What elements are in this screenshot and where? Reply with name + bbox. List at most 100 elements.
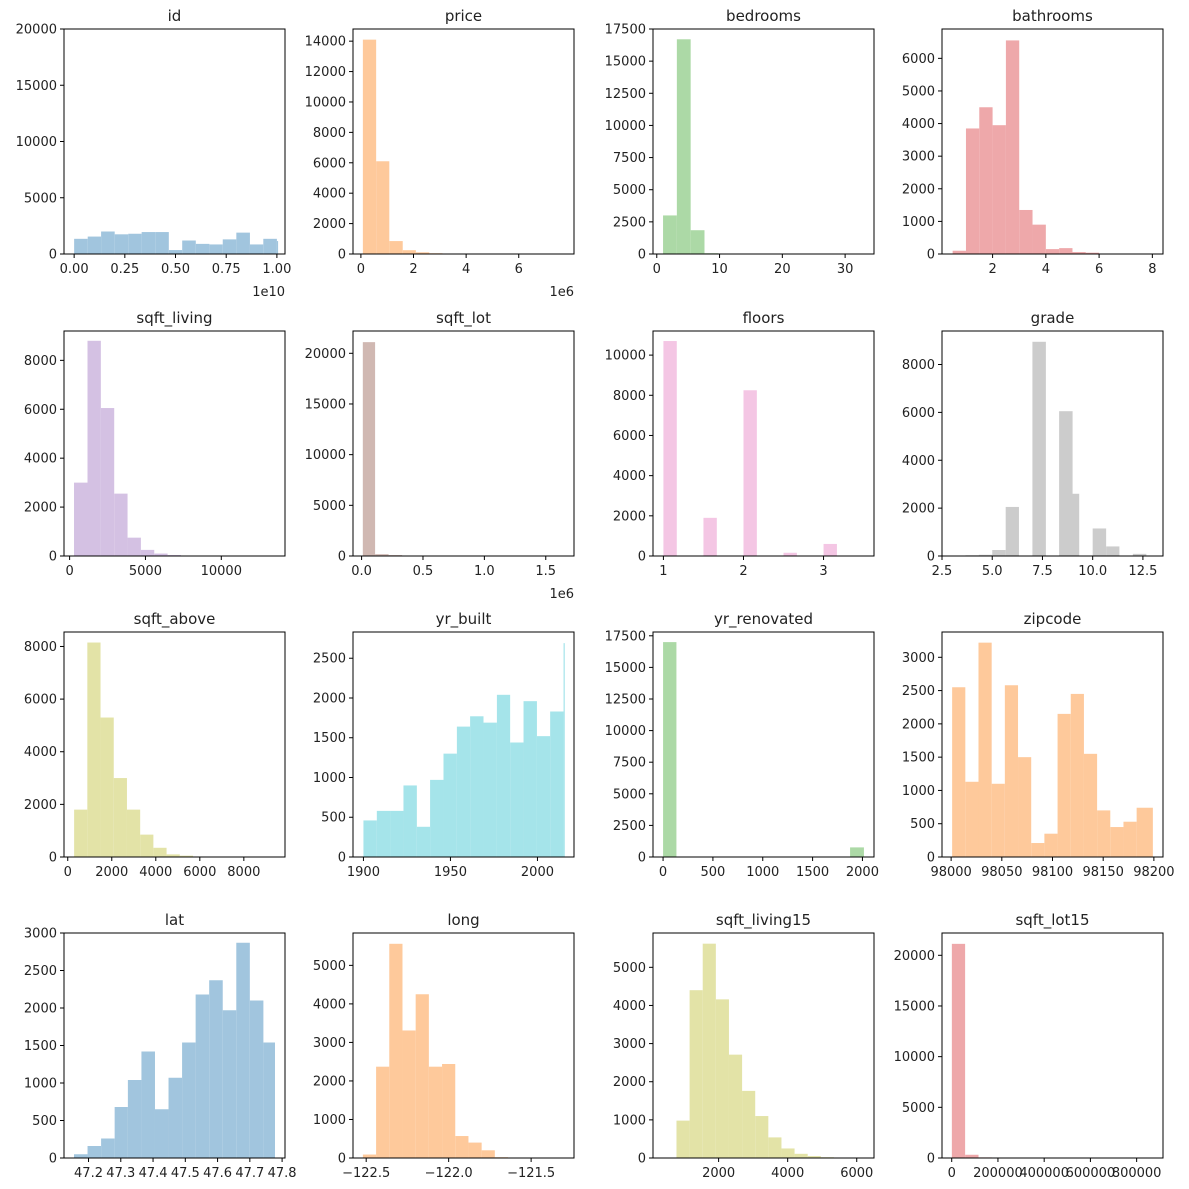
x-tick-label: −122.5 <box>342 1166 390 1181</box>
bar <box>455 1136 469 1158</box>
y-tick-label: 5000 <box>613 183 646 198</box>
subplot-id: id 0.00 0.25 0.50 0.75 1.00 0 5000 10000 15000 200… <box>16 7 292 300</box>
axes-frame <box>352 631 575 858</box>
bar <box>690 230 705 254</box>
axes-frame <box>652 932 875 1159</box>
subplot-long: long −122.5 −122.0 −121.5 0 1000 2000 3000 4000 5… <box>313 911 575 1181</box>
y-tick-label: 2500 <box>902 684 935 699</box>
bar <box>979 107 993 255</box>
y-tick-label: 5000 <box>24 191 57 206</box>
y-tick-label: 4000 <box>24 452 57 467</box>
y-tick-label: 0 <box>338 248 346 263</box>
bar <box>128 233 142 254</box>
bar <box>823 543 837 556</box>
x-offset-label: 1e6 <box>549 285 574 300</box>
axes-frame <box>941 330 1164 557</box>
x-tick-label: 0.0 <box>351 564 372 579</box>
subplot-title: sqft_living15 <box>716 911 811 930</box>
bar <box>470 716 484 857</box>
y-tick-label: 6000 <box>902 406 935 421</box>
x-tick-label: 4000 <box>139 865 172 880</box>
bar <box>663 642 677 857</box>
y-tick-label: 4000 <box>313 997 346 1012</box>
bar <box>140 549 155 556</box>
bar <box>362 39 377 254</box>
axes-frame <box>352 330 575 557</box>
bars-bedrooms <box>663 39 864 255</box>
bar <box>168 1077 183 1158</box>
bar <box>415 994 429 1158</box>
bar <box>74 1154 88 1158</box>
bar <box>1092 528 1107 556</box>
bar <box>992 125 1006 255</box>
bar <box>483 722 497 857</box>
y-tick-label: 7500 <box>613 756 646 771</box>
y-tick-label: 10000 <box>16 135 57 150</box>
bar <box>195 243 210 254</box>
bars-id <box>74 231 279 254</box>
x-tick-label: 8000 <box>227 865 260 880</box>
axes-frame <box>941 932 1164 1159</box>
bar <box>1005 506 1019 556</box>
bar <box>182 1042 196 1158</box>
y-tick-label: 0 <box>927 248 935 263</box>
x-tick-label: 0 <box>65 564 73 579</box>
x-tick-label: 47.5 <box>171 1166 200 1181</box>
bars-sqft_living15 <box>663 943 864 1158</box>
x-tick-label: 2 <box>988 262 996 277</box>
bar <box>689 990 703 1158</box>
y-tick-label: 10000 <box>305 448 346 463</box>
bar <box>87 340 101 556</box>
bars-zipcode <box>952 642 1153 857</box>
bar <box>100 408 115 556</box>
y-tick-label: 10000 <box>605 349 646 364</box>
bar <box>1070 693 1084 857</box>
bar <box>1059 248 1073 254</box>
axes-frame <box>63 631 286 858</box>
subplot-floors: floors 1 2 3 0 2000 4000 6000 8000 10000 <box>605 309 875 579</box>
bar <box>182 240 196 254</box>
y-tick-label: 2000 <box>24 798 57 813</box>
y-tick-label: 17500 <box>605 23 646 38</box>
bars-sqft_above <box>74 642 275 857</box>
bar <box>1019 209 1033 254</box>
y-tick-label: 8000 <box>24 640 57 655</box>
axes-frame <box>652 330 875 557</box>
y-tick-label: 500 <box>32 1114 57 1129</box>
bar <box>74 482 88 556</box>
bar <box>991 783 1005 857</box>
bar <box>74 238 88 254</box>
y-tick-label: 1000 <box>902 784 935 799</box>
y-tick-label: 4000 <box>902 454 935 469</box>
bar <box>362 342 376 556</box>
y-tick-label: 12000 <box>305 65 346 80</box>
x-tick-label: 1500 <box>796 865 829 880</box>
axes-frame <box>652 28 875 255</box>
x-tick-label: 20 <box>774 262 791 277</box>
y-tick-label: 0 <box>638 248 646 263</box>
bar <box>702 943 716 1158</box>
subplot-bedrooms: bedrooms 0 10 20 30 0 2500 5000 7500 10000 12500 15… <box>605 7 875 277</box>
y-tick-label: 17500 <box>605 629 646 644</box>
bar <box>781 1148 795 1158</box>
y-tick-label: 15000 <box>605 55 646 70</box>
axes-frame <box>941 28 1164 255</box>
x-tick-label: 500 <box>700 865 725 880</box>
x-tick-label: 0 <box>948 1166 956 1181</box>
bar <box>428 1066 443 1158</box>
x-offset-label: 1e6 <box>549 587 574 602</box>
bar <box>403 785 417 857</box>
bar <box>978 554 993 556</box>
x-tick-label: 1900 <box>347 865 380 880</box>
y-tick-label: 1000 <box>313 1113 346 1128</box>
bar <box>263 238 277 254</box>
bar <box>1072 252 1086 254</box>
bar <box>794 1153 808 1158</box>
x-tick-label: 2 <box>409 262 417 277</box>
bar <box>179 855 193 857</box>
x-tick-label: 47.7 <box>235 1166 264 1181</box>
y-tick-label: 0 <box>49 851 57 866</box>
y-tick-label: 1500 <box>24 1039 57 1054</box>
y-tick-label: 10000 <box>894 1050 935 1065</box>
x-tick-label: 5.0 <box>982 564 1003 579</box>
